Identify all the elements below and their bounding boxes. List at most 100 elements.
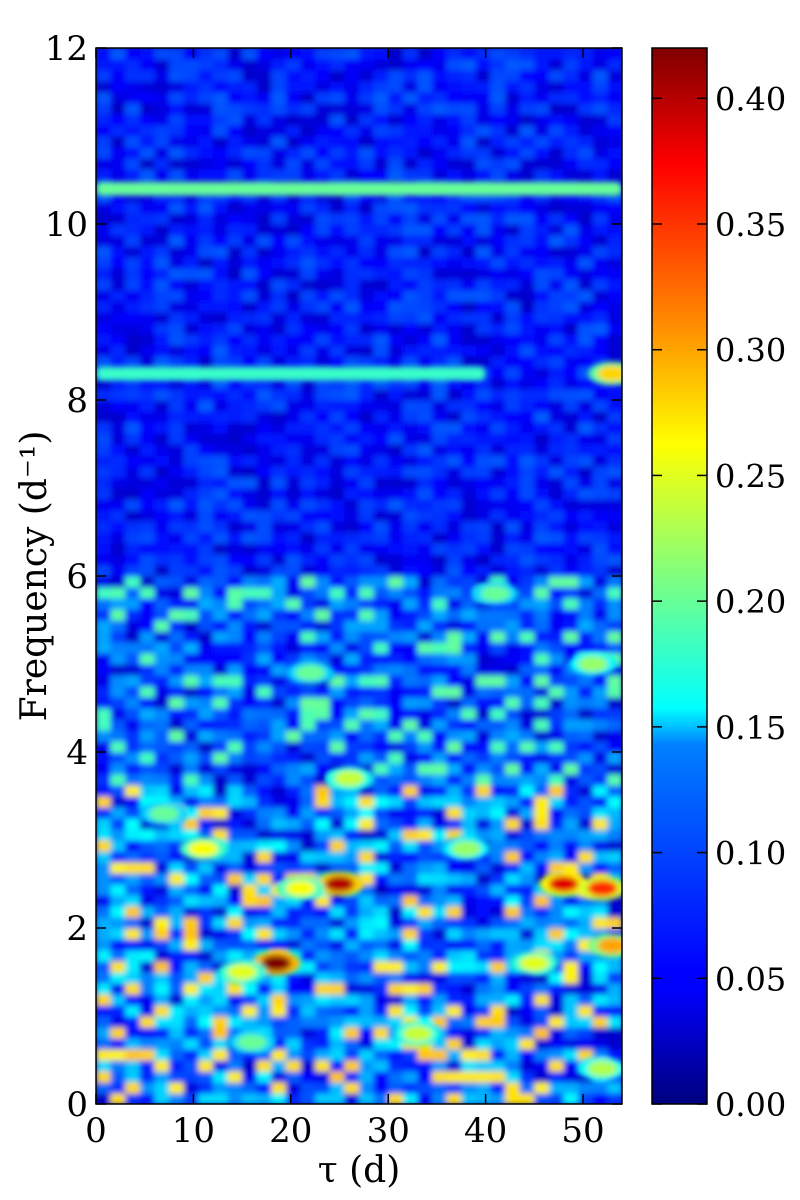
heatmap-cell xyxy=(256,576,272,588)
heatmap-cell xyxy=(110,279,126,291)
heatmap-cell xyxy=(96,59,112,71)
heatmap-cell xyxy=(285,1038,302,1050)
heatmap-cell xyxy=(446,422,462,434)
heatmap-cell xyxy=(285,268,302,280)
heatmap-cell xyxy=(578,983,594,995)
heatmap-cell xyxy=(607,224,622,236)
heatmap-cell xyxy=(417,708,433,720)
heatmap-cell xyxy=(607,730,622,742)
heatmap-cell xyxy=(505,367,521,379)
heatmap-cell xyxy=(285,642,302,654)
heatmap-cell xyxy=(344,257,360,269)
heatmap-cell xyxy=(198,323,214,335)
heatmap-cell xyxy=(154,389,170,401)
heatmap-cell xyxy=(475,312,492,324)
heatmap-cell xyxy=(271,334,287,346)
heatmap-cell xyxy=(183,1038,199,1050)
heatmap-cell xyxy=(242,345,258,357)
heatmap-cell xyxy=(563,510,579,522)
heatmap-cell xyxy=(417,620,433,632)
heatmap-cell xyxy=(96,631,112,643)
heatmap-cell xyxy=(359,862,375,874)
heatmap-cell xyxy=(169,697,185,709)
heatmap-cell xyxy=(578,81,594,93)
heatmap-cell xyxy=(344,213,360,225)
heatmap-cell xyxy=(505,345,521,357)
heatmap-cell xyxy=(329,796,345,808)
heatmap-cell xyxy=(432,928,448,940)
heatmap-cell xyxy=(271,70,287,82)
heatmap-cell xyxy=(607,642,622,654)
heatmap-cell xyxy=(592,59,608,71)
heatmap-cell xyxy=(300,895,316,907)
heatmap-cell xyxy=(446,818,462,830)
heatmap-cell xyxy=(373,609,389,621)
heatmap-cell xyxy=(417,774,433,786)
heatmap-cell xyxy=(96,587,112,599)
heatmap-cell xyxy=(373,1071,389,1083)
heatmap-cell xyxy=(154,961,170,973)
heatmap-cell xyxy=(388,950,404,962)
heatmap-cell xyxy=(446,125,462,137)
heatmap-cell xyxy=(139,686,156,698)
heatmap-cell xyxy=(110,565,126,577)
heatmap-cell xyxy=(154,554,170,566)
heatmap-cell xyxy=(212,598,229,610)
heatmap-cell xyxy=(490,422,506,434)
heatmap-cell xyxy=(285,1060,302,1072)
heatmap-cell xyxy=(534,334,550,346)
heatmap-cell xyxy=(548,983,565,995)
heatmap-cell xyxy=(446,191,462,203)
heatmap-cell xyxy=(592,598,608,610)
heatmap-cell xyxy=(344,664,360,676)
heatmap-cell xyxy=(285,906,302,918)
heatmap-cell xyxy=(548,312,565,324)
heatmap-cell xyxy=(359,510,375,522)
heatmap-cell xyxy=(373,851,389,863)
heatmap-cell xyxy=(300,983,316,995)
heatmap-cell xyxy=(461,312,477,324)
heatmap-cell xyxy=(505,466,521,478)
heatmap-cell xyxy=(490,433,506,445)
heatmap-cell xyxy=(592,92,608,104)
heatmap-cell xyxy=(183,917,199,929)
heatmap-cell xyxy=(125,950,141,962)
heatmap-cell xyxy=(315,972,331,984)
heatmap-cell xyxy=(271,455,287,467)
heatmap-cell xyxy=(417,411,433,423)
heatmap-cell xyxy=(329,895,345,907)
colorbar-tick-label: 0.10 xyxy=(715,835,786,873)
heatmap-cell xyxy=(110,323,126,335)
heatmap-cell xyxy=(154,906,170,918)
heatmap-cell xyxy=(534,554,550,566)
heatmap-cell xyxy=(505,48,521,60)
heatmap-cell xyxy=(242,708,258,720)
heatmap-cell xyxy=(198,81,214,93)
heatmap-cell xyxy=(300,169,316,181)
heatmap-cell xyxy=(198,279,214,291)
heatmap-cell xyxy=(475,642,492,654)
heatmap-cell xyxy=(110,136,126,148)
heatmap-cell xyxy=(578,774,594,786)
heatmap-cell xyxy=(475,422,492,434)
heatmap-cell xyxy=(475,246,492,258)
heatmap-cell xyxy=(359,708,375,720)
heatmap-cell xyxy=(183,1049,199,1061)
heatmap-cell xyxy=(490,1049,506,1061)
heatmap-cell xyxy=(183,81,199,93)
heatmap-cell xyxy=(505,1027,521,1039)
heatmap-cell xyxy=(183,356,199,368)
heatmap-cell xyxy=(271,48,287,60)
heatmap-cell xyxy=(110,653,126,665)
heatmap-cell xyxy=(490,301,506,313)
heatmap-cell xyxy=(607,554,622,566)
heatmap-cell xyxy=(315,257,331,269)
heatmap-cell xyxy=(475,290,492,302)
heatmap-cell xyxy=(578,818,594,830)
heatmap-cell xyxy=(169,763,185,775)
heatmap-cell xyxy=(417,862,433,874)
heatmap-cell xyxy=(578,433,594,445)
heatmap-cell xyxy=(461,334,477,346)
heatmap-cell xyxy=(183,708,199,720)
heatmap-cell xyxy=(592,103,608,115)
